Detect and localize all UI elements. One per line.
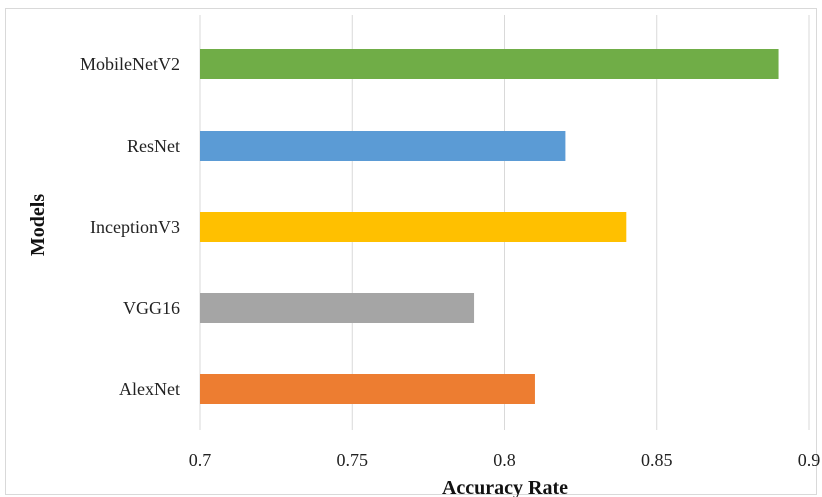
- bar-resnet: [200, 131, 566, 161]
- bar-inceptionv3: [200, 212, 627, 242]
- x-tick-label: 0.85: [641, 450, 673, 470]
- x-tick-label: 0.75: [337, 450, 369, 470]
- x-tick-label: 0.8: [493, 450, 516, 470]
- y-axis-title: Models: [27, 194, 49, 256]
- x-tick-label: 0.7: [189, 450, 212, 470]
- bars: [200, 49, 779, 404]
- category-label: ResNet: [127, 136, 180, 156]
- x-axis-title: Accuracy Rate: [442, 477, 568, 497]
- category-labels: MobileNetV2 ResNet InceptionV3 VGG16 AlexNet: [80, 54, 180, 399]
- x-tick-label: 0.9: [798, 450, 821, 470]
- category-label: InceptionV3: [90, 217, 180, 237]
- category-label: AlexNet: [119, 379, 180, 399]
- x-tick-labels: 0.7 0.75 0.8 0.85 0.9: [189, 450, 821, 470]
- category-label: VGG16: [123, 298, 180, 318]
- category-label: MobileNetV2: [80, 54, 180, 74]
- bar-mobilenetv2: [200, 49, 779, 79]
- bar-alexnet: [200, 374, 535, 404]
- bar-vgg16: [200, 293, 475, 323]
